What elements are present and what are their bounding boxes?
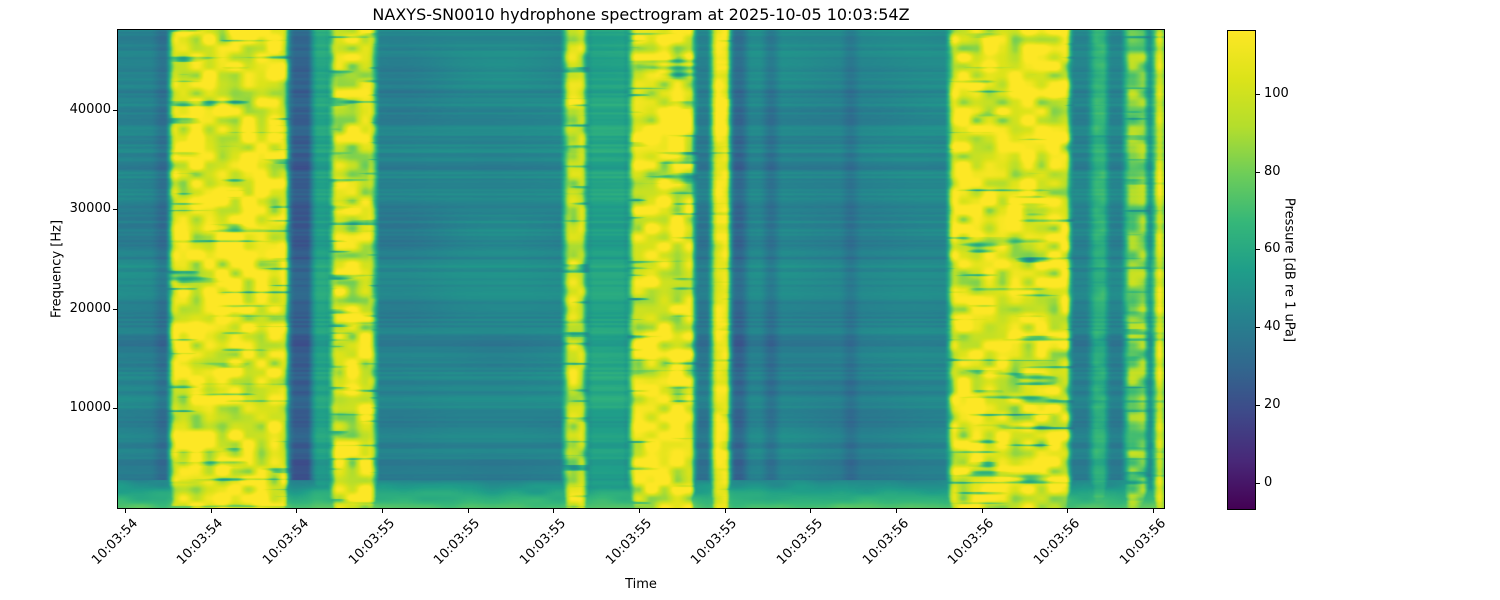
x-tick-label: 10:03:56 xyxy=(1116,516,1169,568)
spectrogram-plot xyxy=(117,29,1165,509)
x-tick-mark xyxy=(382,509,383,513)
colorbar-tick-mark xyxy=(1256,171,1260,173)
colorbar-tick-label: 40 xyxy=(1264,319,1281,335)
y-tick-label: 20000 xyxy=(69,300,111,316)
chart-title: NAXYS-SN0010 hydrophone spectrogram at 2… xyxy=(372,5,910,24)
y-tick-mark xyxy=(113,209,117,211)
x-tick-label: 10:03:55 xyxy=(774,516,826,568)
x-tick-label: 10:03:56 xyxy=(859,516,912,568)
colorbar xyxy=(1227,30,1256,510)
x-tick-mark xyxy=(1067,509,1069,513)
colorbar-tick-label: 20 xyxy=(1264,396,1281,412)
colorbar-tick-label: 100 xyxy=(1264,85,1289,101)
y-tick-label: 30000 xyxy=(69,201,111,217)
colorbar-tick-mark xyxy=(1256,327,1260,329)
x-tick-label: 10:03:55 xyxy=(517,516,569,568)
x-tick-mark xyxy=(981,509,983,513)
y-tick-mark xyxy=(113,109,117,111)
x-tick-mark xyxy=(467,509,469,513)
x-tick-mark xyxy=(724,509,726,513)
colorbar-gradient xyxy=(1228,31,1255,509)
colorbar-tick-mark xyxy=(1256,249,1260,251)
y-tick-label: 40000 xyxy=(69,101,111,117)
x-tick-label: 10:03:56 xyxy=(945,516,998,568)
x-tick-mark xyxy=(639,509,640,513)
colorbar-tick-mark xyxy=(1256,482,1260,484)
x-tick-mark xyxy=(296,509,298,513)
x-tick-mark xyxy=(810,509,812,513)
x-tick-mark xyxy=(125,509,126,513)
x-axis-title: Time xyxy=(625,577,657,592)
x-tick-label: 10:03:54 xyxy=(88,516,141,568)
colorbar-tick-mark xyxy=(1256,404,1260,406)
colorbar-tick-mark xyxy=(1256,93,1260,95)
y-tick-mark xyxy=(113,408,117,410)
colorbar-tick-label: 80 xyxy=(1264,163,1281,179)
x-tick-label: 10:03:55 xyxy=(688,516,741,568)
y-tick-mark xyxy=(113,308,117,310)
y-tick-label: 10000 xyxy=(69,400,111,416)
x-tick-label: 10:03:54 xyxy=(174,516,227,568)
colorbar-title: Pressure [dB re 1 uPa] xyxy=(1281,197,1297,343)
x-tick-mark xyxy=(210,509,212,513)
x-tick-mark xyxy=(896,509,897,513)
colorbar-tick-label: 0 xyxy=(1264,474,1273,490)
x-tick-label: 10:03:56 xyxy=(1031,516,1083,568)
x-tick-label: 10:03:55 xyxy=(602,516,655,568)
x-tick-mark xyxy=(553,509,555,513)
colorbar-tick-label: 60 xyxy=(1264,241,1281,257)
x-tick-label: 10:03:55 xyxy=(431,516,484,568)
x-tick-mark xyxy=(1153,509,1154,513)
spectrogram-heatmap xyxy=(118,30,1164,508)
y-axis-title: Frequency [Hz] xyxy=(49,219,65,319)
x-tick-label: 10:03:55 xyxy=(345,516,398,568)
x-tick-label: 10:03:54 xyxy=(260,516,312,568)
